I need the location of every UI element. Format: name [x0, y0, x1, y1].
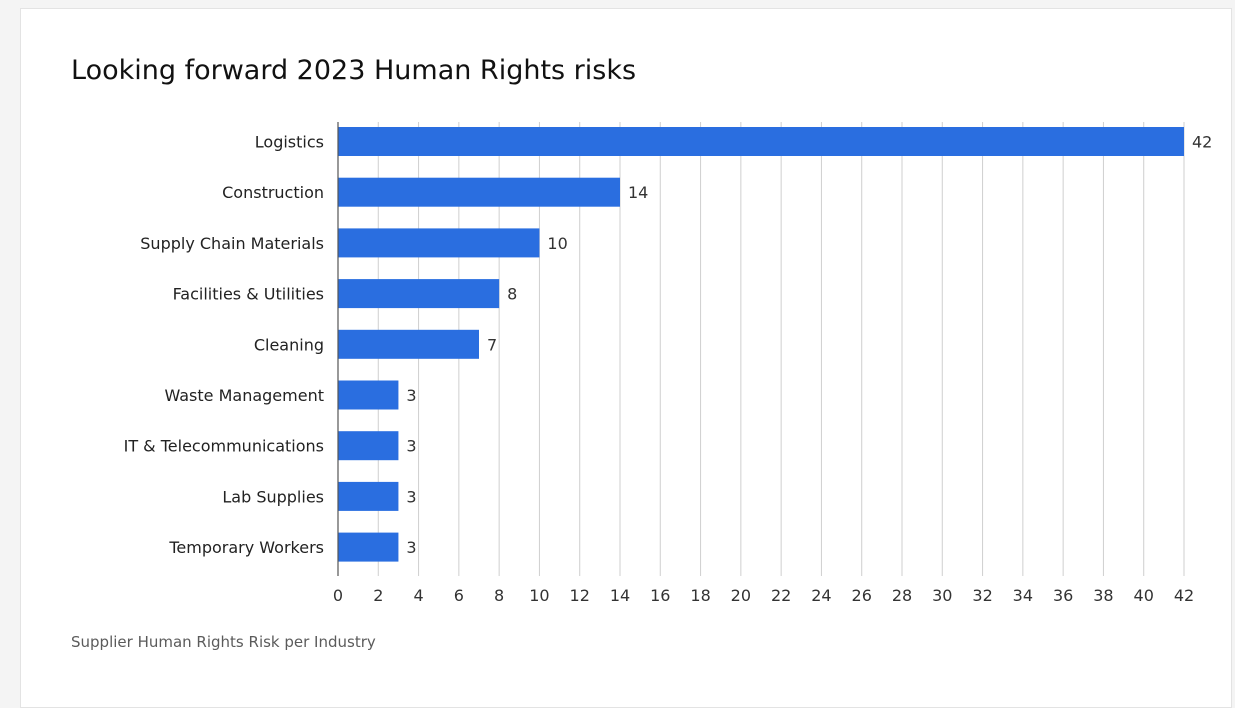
x-tick-label: 38: [1093, 586, 1113, 605]
category-label: Construction: [222, 183, 324, 202]
data-label: 8: [507, 285, 517, 304]
data-label: 14: [628, 183, 648, 202]
category-label: Supply Chain Materials: [140, 234, 324, 253]
chart-caption: Supplier Human Rights Risk per Industry: [71, 633, 376, 651]
bar: [338, 481, 399, 511]
category-label: Temporary Workers: [168, 538, 324, 557]
x-tick-label: 42: [1174, 586, 1194, 605]
x-tick-label: 18: [690, 586, 710, 605]
x-tick-label: 4: [413, 586, 423, 605]
category-label: Logistics: [255, 133, 324, 152]
data-label: 3: [406, 386, 416, 405]
category-label: IT & Telecommunications: [124, 437, 324, 456]
x-tick-label: 0: [333, 586, 343, 605]
x-tick-label: 2: [373, 586, 383, 605]
category-label: Cleaning: [254, 335, 324, 354]
x-tick-label: 40: [1134, 586, 1154, 605]
data-label: 7: [487, 335, 497, 354]
x-tick-label: 6: [454, 586, 464, 605]
chart-card: Looking forward 2023 Human Rights risks …: [20, 8, 1232, 708]
x-tick-label: 34: [1013, 586, 1033, 605]
x-tick-label: 20: [731, 586, 751, 605]
x-tick-label: 26: [852, 586, 872, 605]
x-tick-label: 8: [494, 586, 504, 605]
category-label: Facilities & Utilities: [173, 285, 324, 304]
category-label: Lab Supplies: [222, 487, 324, 506]
bar: [338, 380, 399, 410]
bar: [338, 127, 1184, 156]
bar: [338, 532, 399, 562]
x-tick-label: 30: [932, 586, 952, 605]
x-tick-label: 16: [650, 586, 670, 605]
x-tick-label: 24: [811, 586, 831, 605]
bar: [338, 431, 399, 461]
x-tick-label: 12: [570, 586, 590, 605]
bar: [338, 279, 500, 309]
x-tick-label: 10: [529, 586, 549, 605]
data-label: 3: [406, 538, 416, 557]
chart-title: Looking forward 2023 Human Rights risks: [71, 55, 637, 86]
bar: [338, 329, 479, 359]
category-label: Waste Management: [164, 386, 324, 405]
data-label: 10: [547, 234, 567, 253]
x-tick-label: 14: [610, 586, 630, 605]
data-label: 3: [406, 487, 416, 506]
bar: [338, 228, 540, 258]
data-label: 3: [406, 437, 416, 456]
x-tick-label: 22: [771, 586, 791, 605]
data-label: 42: [1192, 133, 1212, 152]
x-tick-label: 28: [892, 586, 912, 605]
x-tick-label: 36: [1053, 586, 1073, 605]
x-tick-label: 32: [972, 586, 992, 605]
bar: [338, 177, 620, 207]
